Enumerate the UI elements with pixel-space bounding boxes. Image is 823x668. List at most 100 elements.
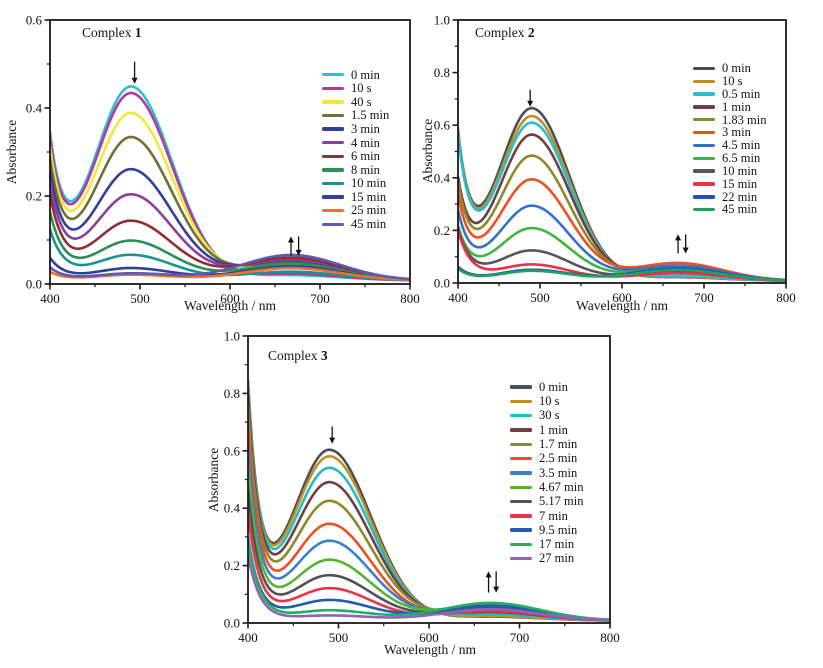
legend-swatch: [510, 485, 532, 489]
legend-swatch: [510, 471, 532, 475]
series-curve-27-min: [248, 552, 610, 622]
legend-swatch: [693, 182, 715, 186]
legend-item: 3 min: [322, 122, 389, 136]
legend-item: 4 min: [322, 136, 389, 150]
y-axis-label: Absorbance: [420, 118, 435, 184]
svg-text:500: 500: [130, 291, 150, 306]
svg-text:0.6: 0.6: [26, 13, 43, 28]
legend-item: 0 min: [693, 62, 766, 75]
decrease-arrow-icon: [329, 426, 336, 444]
legend-label: 27 min: [539, 551, 575, 566]
legend-item: 1 min: [693, 101, 766, 114]
legend-item: 27 min: [510, 552, 583, 566]
legend-label: 0 min: [351, 67, 380, 82]
legend-label: 4.5 min: [722, 138, 761, 153]
legend-label: 0 min: [539, 379, 568, 394]
legend-swatch: [322, 127, 344, 131]
legend-swatch: [693, 79, 715, 83]
legend-swatch: [510, 414, 532, 418]
legend-item: 1.5 min: [322, 109, 389, 123]
legend-item: 15 min: [693, 178, 766, 191]
legend-label: 5.17 min: [539, 494, 584, 509]
x-axis-label: Wavelength / nm: [576, 298, 668, 313]
svg-text:700: 700: [510, 630, 530, 645]
legend-label: 1 min: [722, 99, 751, 114]
exchange-arrows-icon: [288, 236, 302, 256]
legend-label: 1.7 min: [539, 437, 578, 452]
legend-swatch: [510, 385, 532, 389]
svg-text:0.2: 0.2: [26, 189, 42, 204]
legend-label: 40 s: [351, 94, 372, 109]
svg-text:1.0: 1.0: [224, 330, 240, 344]
svg-text:500: 500: [329, 630, 349, 645]
svg-text:0.0: 0.0: [224, 616, 240, 631]
legend-swatch: [510, 442, 532, 447]
svg-text:600: 600: [220, 291, 240, 306]
legend-swatch: [510, 528, 532, 532]
legend-label: 45 min: [351, 217, 387, 232]
legend-item: 4.67 min: [510, 480, 583, 494]
legend-item: 1.83 min: [693, 113, 766, 126]
chart-complex-3: 400 500 600 700 800 0.0 0.2 0.4 0.6 0.8 1.0 Comple…: [180, 330, 640, 668]
chart-title-number: 3: [320, 348, 328, 363]
legend-swatch: [693, 156, 715, 161]
legend-swatch: [693, 66, 715, 71]
legend-swatch: [322, 168, 344, 172]
series-curve-4.5-min: [458, 204, 786, 282]
legend-swatch: [510, 542, 532, 547]
svg-text:1.0: 1.0: [434, 13, 450, 28]
legend-item: 2.5 min: [510, 451, 583, 465]
legend-item: 45 min: [693, 203, 766, 216]
legend-swatch: [693, 92, 715, 96]
legend-item: 10 min: [322, 177, 389, 191]
legend-item: 30 s: [510, 409, 583, 423]
decrease-arrow-icon: [131, 61, 138, 84]
legend-swatch: [693, 118, 715, 122]
legend-item: 10 s: [693, 75, 766, 88]
svg-text:0.4: 0.4: [26, 101, 43, 116]
exchange-arrows-icon: [485, 571, 500, 593]
legend-label: 3 min: [722, 125, 751, 140]
legend-label: 6 min: [351, 149, 380, 164]
chart-title: Complex 2: [475, 25, 535, 41]
chart-title-number: 1: [134, 25, 142, 40]
legend-swatch: [510, 399, 532, 404]
y-axis-label: Absorbance: [4, 119, 19, 185]
legend-label: 1.83 min: [722, 112, 767, 127]
legend-item: 25 min: [322, 204, 389, 218]
chart-title-text: Complex: [475, 25, 525, 40]
legend-item: 1.7 min: [510, 437, 583, 451]
legend-item: 4.5 min: [693, 139, 766, 152]
plot-area-complex-2: 400 500 600 700 800 0.0 0.2 0.4 0.6 0.8 1.0: [434, 13, 796, 306]
legend-item: 6.5 min: [693, 152, 766, 165]
legend-label: 7 min: [539, 508, 568, 523]
svg-text:600: 600: [612, 290, 632, 305]
legend-label: 9.5 min: [539, 522, 578, 537]
axis-ticks: 400 500 600 700 800 0.0 0.2 0.4 0.6 0.8 1.0: [434, 13, 796, 306]
legend: 0 min 10 s 40 s 1.5 min 3 min 4 min 6 min 8 min…: [322, 68, 389, 231]
chart-complex-2: 400 500 600 700 800 0.0 0.2 0.4 0.6 0.8 1.0 Comple…: [420, 0, 823, 320]
svg-text:800: 800: [400, 291, 420, 306]
y-axis-label: Absorbance: [206, 447, 221, 513]
axis-ticks: 400 500 600 700 800 0.0 0.2 0.4 0.6: [26, 13, 420, 307]
x-axis-label: Wavelength / nm: [384, 642, 476, 657]
legend-label: 10 min: [351, 176, 387, 191]
axis-ticks: 400 500 600 700 800 0.0 0.2 0.4 0.6 0.8 1.0: [224, 330, 620, 645]
legend-label: 10 s: [539, 394, 560, 409]
legend-label: 1 min: [539, 422, 568, 437]
legend-label: 3 min: [351, 121, 380, 136]
legend-label: 10 min: [722, 163, 758, 178]
legend-label: 17 min: [539, 537, 575, 552]
svg-text:0.0: 0.0: [26, 277, 42, 292]
chart-title-number: 2: [527, 25, 535, 40]
legend-item: 0.5 min: [693, 88, 766, 101]
legend-label: 4.67 min: [539, 479, 584, 494]
svg-text:600: 600: [419, 630, 439, 645]
svg-text:0.2: 0.2: [434, 223, 450, 238]
chart-title: Complex 1: [82, 25, 142, 41]
decrease-arrow-icon: [527, 89, 534, 107]
legend-label: 10 s: [351, 81, 372, 96]
legend-item: 22 min: [693, 190, 766, 203]
chart-title-text: Complex: [82, 25, 132, 40]
